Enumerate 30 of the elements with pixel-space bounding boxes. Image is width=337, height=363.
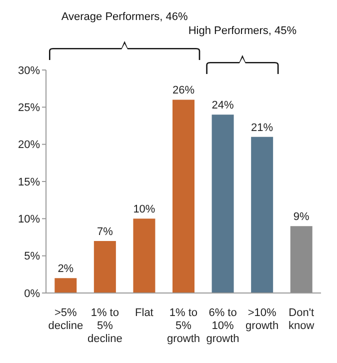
- y-tick-label: 5%: [24, 250, 40, 263]
- x-tick-label: >10% growth: [246, 307, 279, 332]
- x-tick-label: Don't know: [288, 307, 314, 332]
- x-tick-label: >5% decline: [48, 307, 84, 332]
- y-tick-label: 25%: [18, 102, 40, 114]
- text: Average Performers, 46%: [61, 11, 188, 23]
- x-tick-label: Flat: [135, 307, 154, 319]
- x-tick-label: 1% to 5% decline: [88, 307, 122, 345]
- data-label: 10%: [133, 204, 156, 216]
- bar: [251, 136, 274, 293]
- y-tick-label: 15%: [18, 176, 40, 188]
- data-label: 9%: [293, 211, 310, 224]
- y-tick-label: 0%: [24, 288, 40, 300]
- bar: [54, 278, 77, 293]
- y-tick-label: 30%: [18, 64, 40, 77]
- bar: [172, 100, 194, 293]
- data-label: 24%: [212, 100, 234, 112]
- bar: [94, 240, 116, 293]
- x-tick-label: 6% to 10% growth: [206, 307, 240, 345]
- text: High Performers, 45%: [188, 25, 297, 37]
- bar: [212, 114, 234, 293]
- bar: [133, 218, 156, 293]
- y-tick-label: 10%: [18, 214, 40, 226]
- y-tick-label: 20%: [18, 139, 40, 152]
- bar: [290, 226, 312, 293]
- data-label: 26%: [172, 84, 195, 97]
- data-label: 21%: [251, 122, 274, 134]
- data-label: 2%: [58, 263, 74, 276]
- x-tick-label: 1% to 5% growth: [166, 307, 200, 345]
- data-label: 7%: [96, 226, 114, 238]
